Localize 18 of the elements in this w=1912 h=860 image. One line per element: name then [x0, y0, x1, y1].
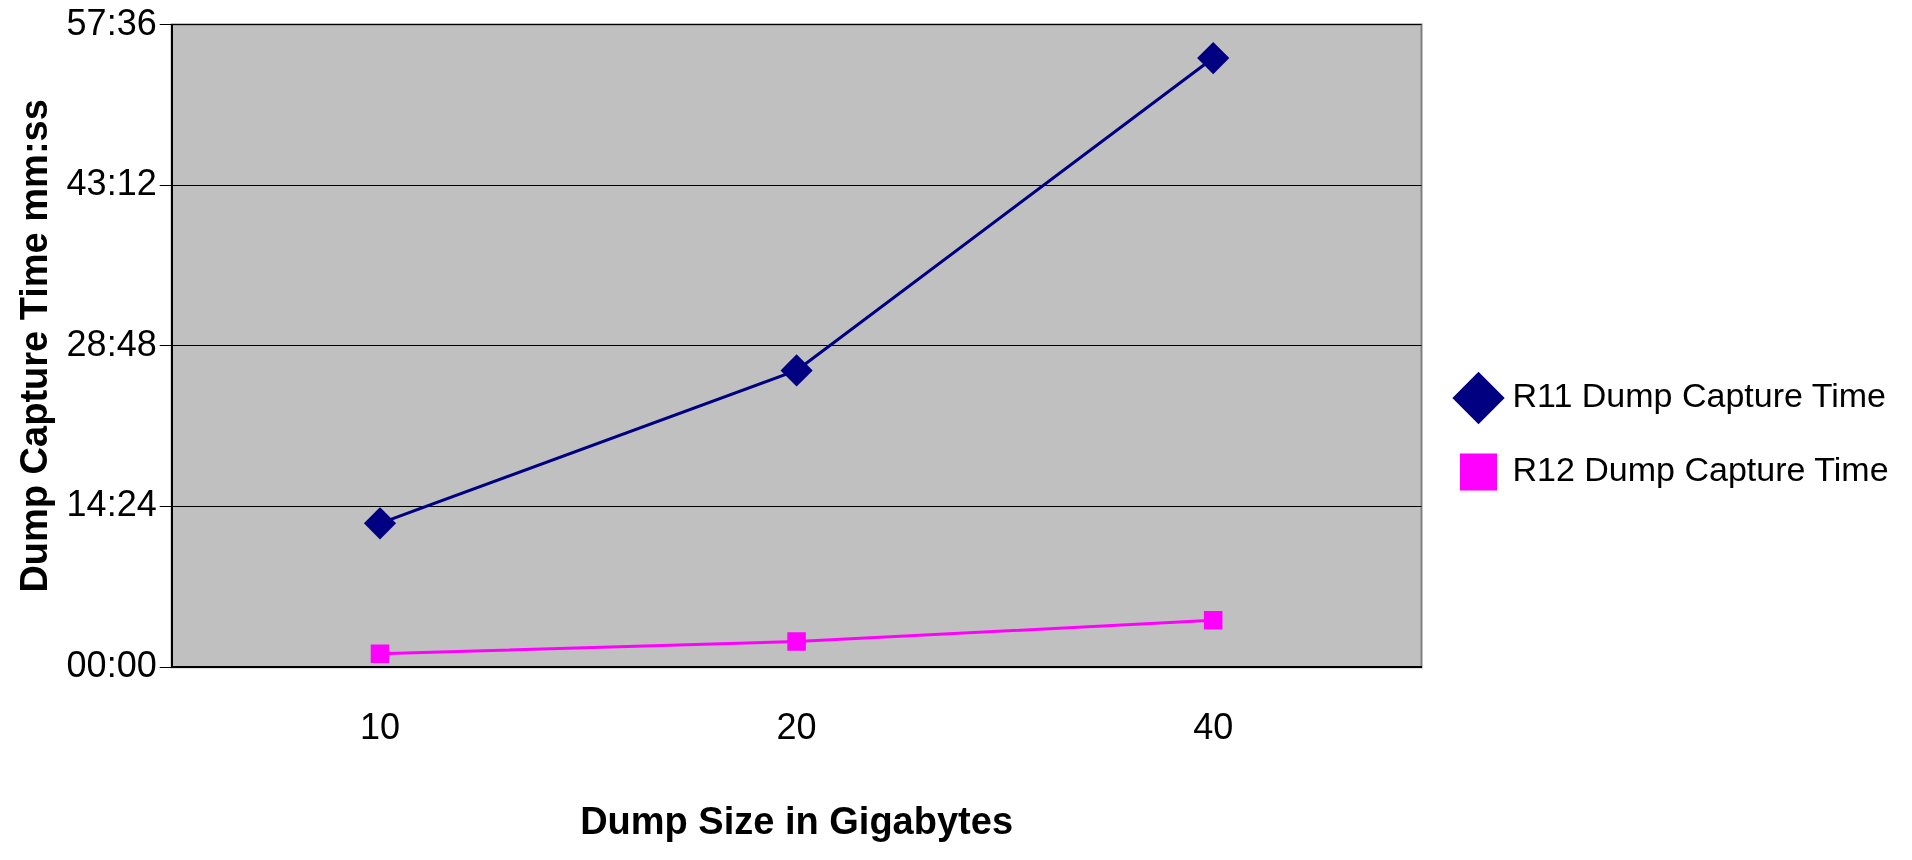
y-tick-label: 57:36 [66, 1, 157, 43]
y-tick-label: 00:00 [66, 644, 157, 686]
point [787, 632, 806, 651]
y-tick-label: 14:24 [66, 483, 157, 525]
x-axis-title: Dump Size in Gigabytes [580, 799, 1014, 842]
y-tick-label: 43:12 [66, 162, 157, 204]
point [1197, 42, 1229, 74]
point [781, 354, 813, 386]
y-axis-title: Dump Capture Time mm:ss [13, 99, 56, 593]
point [364, 507, 396, 539]
y-tick-label: 28:48 [66, 322, 157, 364]
x-tick-label: 40 [1193, 705, 1234, 747]
legend-label: R11 Dump Capture Time [1512, 376, 1887, 415]
point [1203, 611, 1223, 630]
x-tick-label: 20 [776, 705, 817, 747]
legend-label: R12 Dump Capture Time [1512, 450, 1889, 489]
point [370, 644, 390, 664]
x-tick-label: 10 [359, 705, 401, 747]
